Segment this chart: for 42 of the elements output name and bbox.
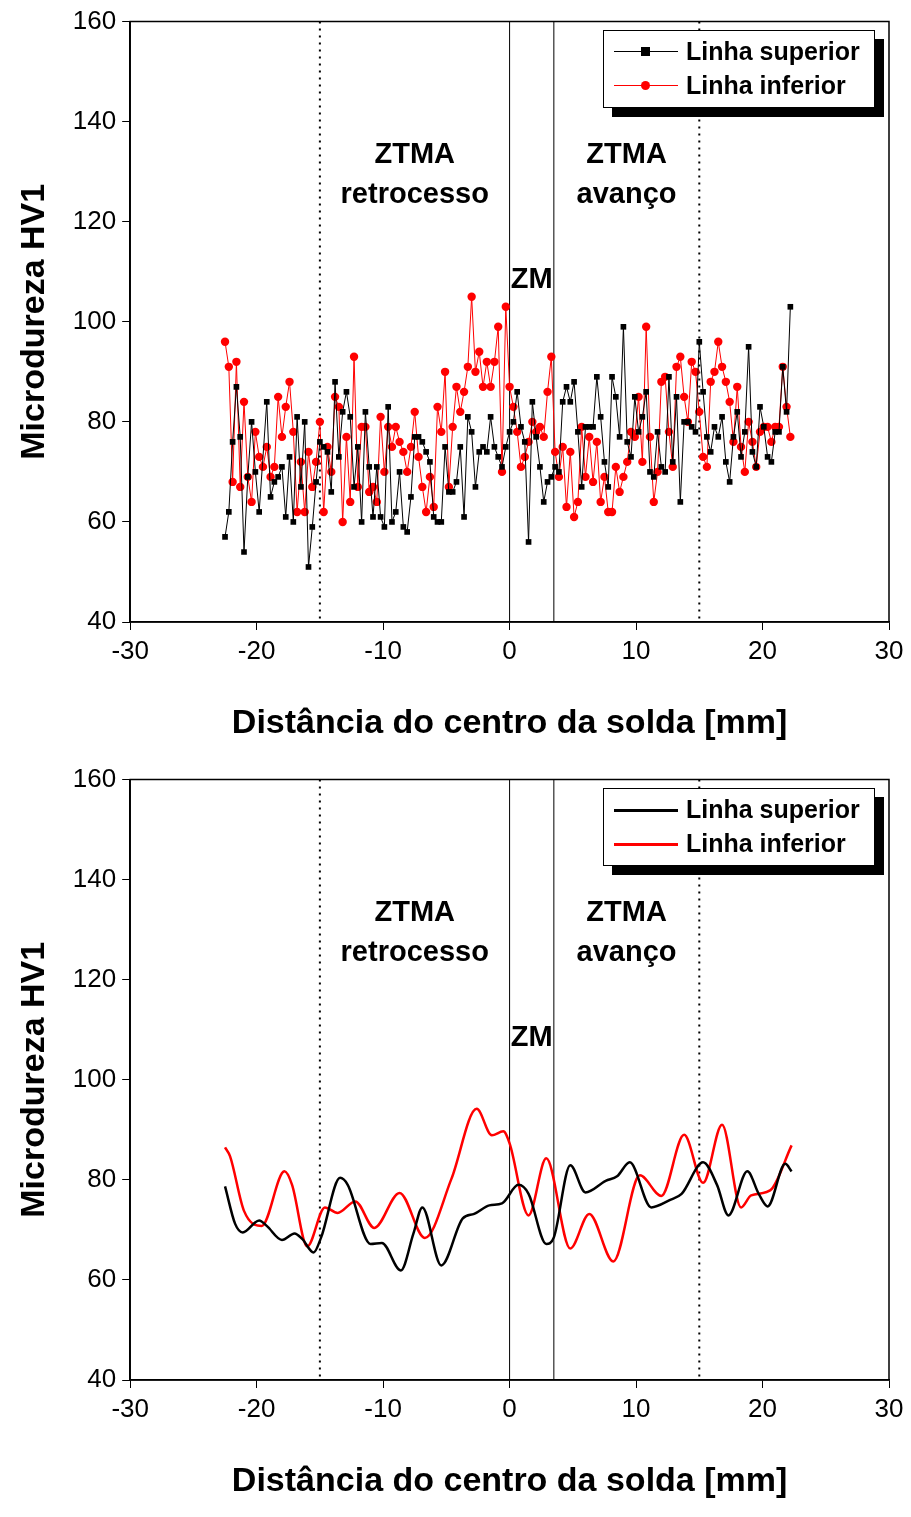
annotation: ZTMA retrocesso: [340, 894, 489, 967]
x-tick-label: -20: [237, 1392, 276, 1423]
y-tick-label: 40: [87, 605, 117, 636]
x-tick-label: 10: [621, 634, 651, 665]
y-tick-label: 80: [87, 405, 117, 436]
x-tick-label: -10: [364, 1392, 402, 1423]
x-tick-label: 30: [874, 634, 904, 665]
x-tick-label: 20: [748, 1392, 777, 1423]
y-tick-label: 120: [72, 204, 117, 235]
x-tick-label: -30: [111, 1392, 149, 1423]
y-tick-label: 160: [72, 4, 117, 35]
x-tick-label: 0: [502, 1392, 517, 1423]
x-tick-label: -20: [237, 634, 276, 665]
y-tick-label: 140: [72, 104, 117, 135]
annotation: ZM: [510, 1019, 553, 1052]
y-tick-label: 80: [87, 1163, 117, 1194]
y-tick-label: 100: [72, 1062, 117, 1093]
annotation: ZM: [510, 261, 553, 294]
legend-label: Linha inferior: [686, 71, 846, 101]
legend-label: Linha superior: [686, 37, 860, 67]
annotation: ZTMA avanço: [576, 136, 677, 209]
y-tick-label: 120: [72, 962, 117, 993]
annotation: ZTMA retrocesso: [340, 136, 489, 209]
y-tick-label: 60: [87, 1263, 117, 1294]
x-tick-label: 10: [621, 1392, 651, 1423]
x-tick-label: -30: [111, 634, 149, 665]
y-tick-label: 100: [72, 304, 117, 335]
x-tick-label: -10: [364, 634, 402, 665]
x-tick-label: 20: [748, 634, 777, 665]
y-axis-title: Microdureza HV1: [12, 941, 51, 1218]
legend-label: Linha inferior: [686, 829, 846, 859]
legend-label: Linha superior: [686, 795, 860, 825]
annotation: ZTMA avanço: [576, 894, 677, 967]
x-axis-title: Distância do centro da solda [mm]: [231, 1459, 788, 1498]
x-tick-label: 30: [874, 1392, 904, 1423]
x-axis-title: Distância do centro da solda [mm]: [231, 701, 788, 740]
y-tick-label: 140: [72, 862, 117, 893]
y-axis-title: Microdureza HV1: [12, 183, 51, 460]
y-tick-label: 60: [87, 505, 117, 536]
x-tick-label: 0: [502, 634, 517, 665]
y-tick-label: 40: [87, 1363, 117, 1394]
y-tick-label: 160: [72, 762, 117, 793]
